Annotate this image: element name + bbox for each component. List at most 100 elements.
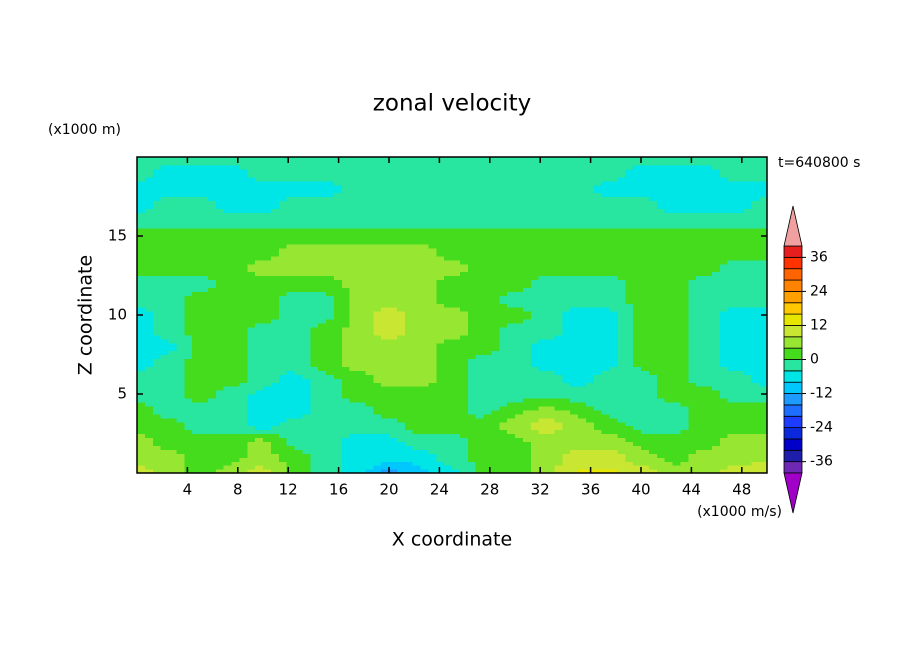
contour-cell	[751, 322, 760, 328]
contour-cell	[515, 401, 524, 407]
contour-cell	[522, 441, 532, 446]
contour-cell	[562, 433, 571, 439]
contour-cell	[759, 239, 768, 245]
contour-cell	[412, 239, 422, 245]
contour-cell	[459, 425, 469, 431]
contour-cell	[357, 358, 366, 363]
contour-cell	[538, 437, 548, 442]
contour-cell	[719, 350, 729, 356]
contour-cell	[152, 413, 162, 419]
contour-cell	[168, 295, 177, 300]
contour-cell	[420, 409, 429, 415]
contour-cell	[491, 279, 500, 284]
contour-cell	[530, 421, 540, 427]
contour-cell	[318, 239, 327, 245]
contour-cell	[357, 326, 366, 332]
contour-cell	[467, 315, 477, 320]
contour-cell	[381, 228, 390, 233]
contour-cell	[286, 358, 296, 363]
contour-cell	[302, 291, 311, 296]
contour-cell	[743, 243, 752, 249]
contour-cell	[318, 334, 327, 340]
contour-cell	[578, 275, 587, 281]
contour-cell	[483, 437, 492, 442]
contour-cell	[326, 267, 335, 273]
contour-cell	[428, 239, 437, 245]
contour-cell	[294, 283, 303, 288]
contour-cell	[467, 303, 477, 308]
contour-cell	[507, 307, 516, 312]
contour-cell	[459, 394, 469, 399]
contour-cell	[546, 299, 555, 304]
contour-cell	[412, 370, 422, 375]
contour-cell	[719, 453, 729, 458]
contour-cell	[294, 358, 303, 363]
contour-cell	[680, 236, 689, 241]
contour-cell	[601, 283, 611, 288]
contour-cell	[184, 243, 193, 249]
contour-cell	[554, 295, 563, 300]
contour-cell	[656, 334, 666, 340]
contour-cell	[389, 417, 398, 423]
contour-cell	[286, 461, 296, 466]
contour-cell	[593, 243, 603, 249]
contour-cell	[656, 386, 666, 391]
contour-cell	[656, 469, 666, 474]
contour-cell	[349, 263, 359, 269]
contour-cell	[436, 342, 445, 348]
contour-cell	[475, 453, 485, 458]
contour-cell	[759, 386, 768, 391]
contour-cell	[696, 267, 705, 273]
contour-cell	[467, 322, 477, 328]
contour-cell	[570, 342, 579, 348]
contour-cell	[326, 228, 335, 233]
contour-cell	[200, 433, 209, 439]
contour-cell	[751, 390, 760, 395]
contour-cell	[349, 362, 359, 367]
contour-cell	[664, 346, 674, 352]
contour-cell	[302, 453, 311, 458]
contour-cell	[144, 401, 154, 407]
contour-cell	[499, 295, 508, 300]
contour-cell	[168, 354, 177, 360]
contour-cell	[318, 461, 327, 466]
contour-cell	[711, 307, 721, 312]
contour-cell	[585, 413, 595, 419]
contour-cell	[326, 279, 335, 284]
contour-cell	[452, 429, 461, 435]
contour-cell	[302, 251, 311, 257]
contour-cell	[144, 358, 154, 363]
contour-cell	[688, 465, 697, 470]
contour-cell	[357, 366, 366, 371]
contour-cell	[491, 267, 500, 273]
contour-cell	[617, 362, 626, 367]
contour-cell	[467, 311, 477, 316]
contour-cell	[341, 279, 351, 284]
contour-cell	[648, 334, 658, 340]
contour-cell	[538, 287, 548, 292]
contour-cell	[680, 259, 689, 265]
contour-cell	[562, 263, 571, 269]
contour-cell	[326, 291, 335, 296]
contour-cell	[247, 358, 256, 363]
contour-cell	[727, 283, 737, 288]
contour-cell	[727, 397, 737, 403]
contour-cell	[704, 421, 713, 427]
contour-cell	[231, 386, 240, 391]
contour-cell	[168, 342, 177, 348]
contour-cell	[656, 358, 666, 363]
contour-cell	[396, 362, 406, 367]
contour-cell	[144, 307, 154, 312]
contour-cell	[270, 413, 280, 419]
contour-cell	[562, 461, 571, 466]
contour-cell	[310, 267, 319, 273]
contour-cell	[278, 315, 288, 320]
contour-cell	[483, 263, 492, 269]
contour-cell	[735, 437, 744, 442]
contour-cell	[200, 394, 209, 399]
contour-cell	[436, 401, 445, 407]
contour-cell	[475, 417, 485, 423]
contour-cell	[538, 433, 548, 439]
contour-cell	[499, 417, 508, 423]
contour-cell	[491, 401, 500, 407]
